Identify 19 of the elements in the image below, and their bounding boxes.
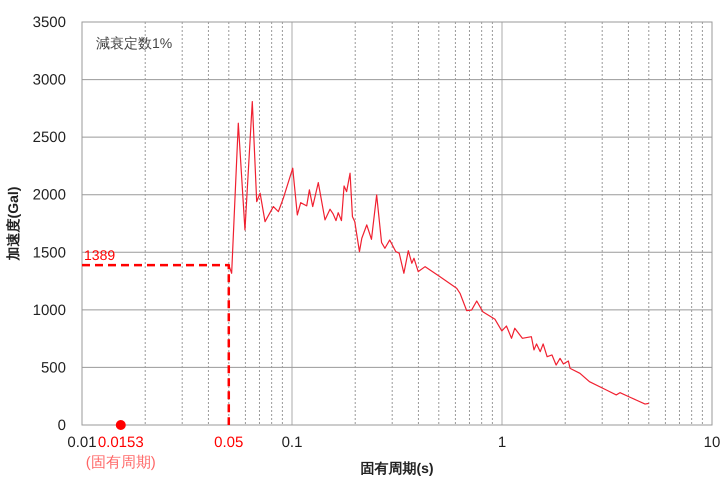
y-axis-title: 加速度(Gal): [5, 186, 21, 262]
y-tick-label: 1500: [32, 244, 66, 262]
annotation: (固有周期): [86, 454, 156, 471]
y-tick-label: 3500: [32, 14, 66, 31]
y-tick-label: 2500: [32, 129, 66, 146]
y-tick-label: 3000: [32, 72, 66, 89]
annotation: 0.0153: [98, 434, 144, 451]
annotation: 1389: [84, 247, 116, 264]
y-tick-label: 500: [40, 359, 66, 376]
y-tick-label: 2000: [32, 186, 66, 204]
x-tick-label: 0.01: [67, 434, 97, 451]
annotation: 減衰定数1%: [96, 35, 172, 51]
y-tick-label: 1000: [32, 302, 66, 319]
x-tick-label: 0.1: [282, 434, 302, 451]
annotation: 0.05: [214, 434, 244, 451]
x-tick-label: 1: [498, 434, 506, 451]
x-axis-title: 固有周期(s): [360, 460, 434, 476]
y-tick-label: 0: [58, 417, 66, 434]
x-tick-label: 10: [704, 434, 720, 451]
